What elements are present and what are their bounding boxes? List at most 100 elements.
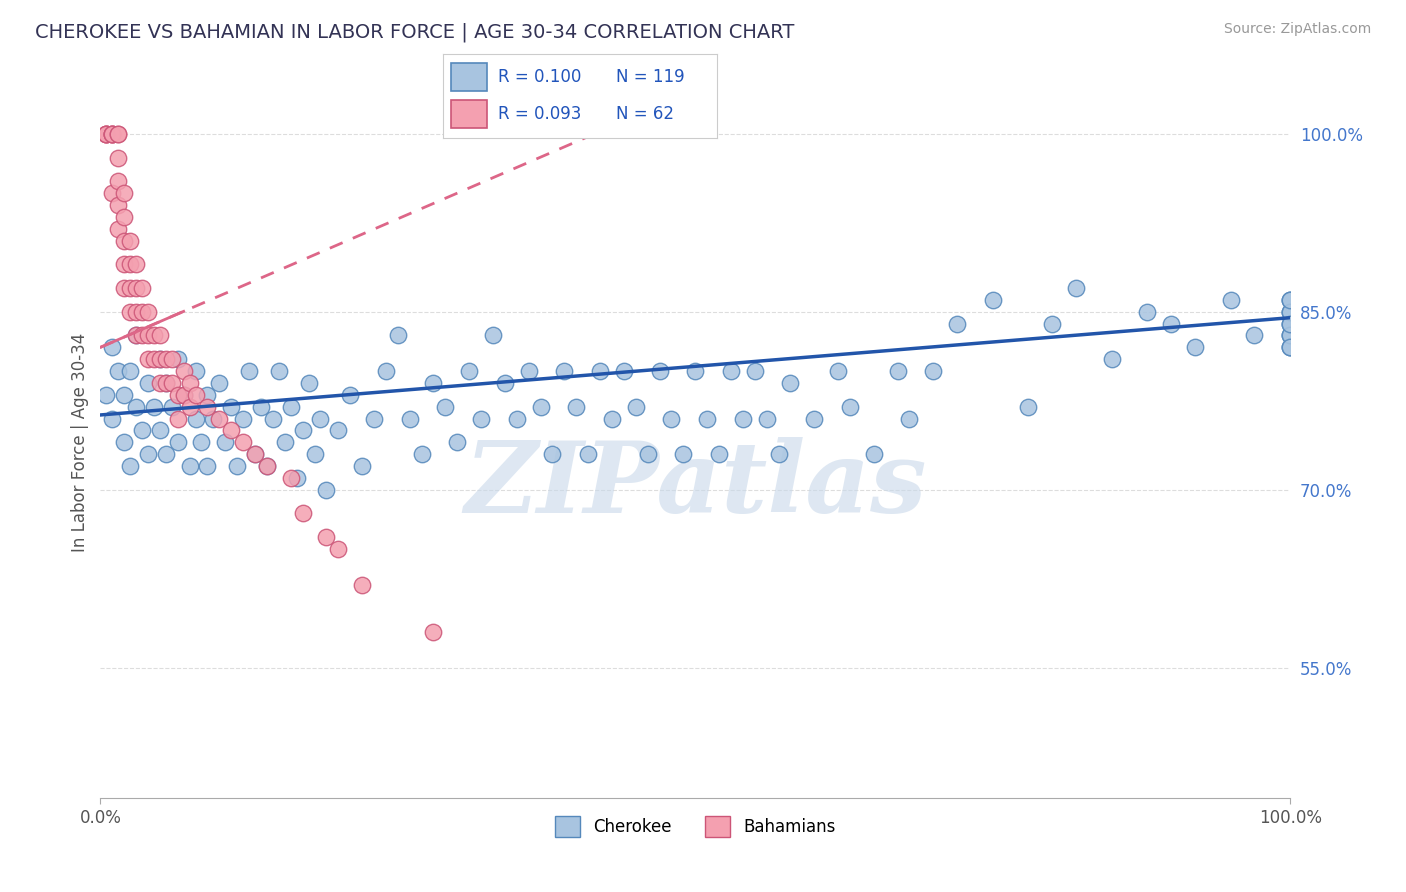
Point bbox=[179, 376, 201, 390]
Point bbox=[328, 423, 350, 437]
Point bbox=[219, 400, 242, 414]
Point bbox=[886, 364, 908, 378]
Point bbox=[149, 376, 172, 390]
Point bbox=[280, 400, 302, 414]
Point bbox=[232, 435, 254, 450]
Point bbox=[1219, 293, 1241, 307]
Point bbox=[1040, 317, 1063, 331]
Point bbox=[112, 435, 135, 450]
Point bbox=[120, 364, 142, 378]
Point bbox=[232, 411, 254, 425]
Point bbox=[291, 507, 314, 521]
Point bbox=[101, 127, 124, 141]
Point bbox=[101, 340, 124, 354]
Point bbox=[112, 210, 135, 224]
Point bbox=[315, 483, 337, 497]
Point bbox=[142, 352, 165, 367]
Point bbox=[803, 411, 825, 425]
Point bbox=[107, 198, 129, 212]
Text: N = 119: N = 119 bbox=[616, 68, 685, 86]
Point bbox=[96, 127, 118, 141]
Point bbox=[589, 364, 612, 378]
Point bbox=[482, 328, 505, 343]
Point bbox=[898, 411, 921, 425]
Point bbox=[179, 400, 201, 414]
Point bbox=[1279, 317, 1302, 331]
Point bbox=[197, 388, 219, 402]
Point bbox=[731, 411, 754, 425]
Point bbox=[136, 376, 159, 390]
Point bbox=[339, 388, 361, 402]
Point bbox=[262, 411, 284, 425]
Point bbox=[779, 376, 801, 390]
Point bbox=[120, 305, 142, 319]
Point bbox=[166, 352, 188, 367]
Point bbox=[1160, 317, 1182, 331]
Point bbox=[1017, 400, 1039, 414]
Point bbox=[136, 447, 159, 461]
Point bbox=[922, 364, 945, 378]
Point bbox=[1184, 340, 1206, 354]
Point bbox=[238, 364, 260, 378]
Point bbox=[672, 447, 695, 461]
Point bbox=[1064, 281, 1087, 295]
Point bbox=[107, 364, 129, 378]
Point bbox=[149, 352, 172, 367]
Point bbox=[1279, 293, 1302, 307]
Point bbox=[352, 458, 374, 473]
Point bbox=[173, 364, 195, 378]
Point bbox=[1279, 293, 1302, 307]
Point bbox=[576, 447, 599, 461]
Point bbox=[470, 411, 492, 425]
Point bbox=[112, 234, 135, 248]
Point bbox=[506, 411, 529, 425]
Point bbox=[208, 411, 231, 425]
Point bbox=[613, 364, 636, 378]
Point bbox=[226, 458, 249, 473]
Point bbox=[315, 530, 337, 544]
Point bbox=[720, 364, 742, 378]
Point bbox=[125, 328, 148, 343]
Point bbox=[112, 388, 135, 402]
Point bbox=[136, 328, 159, 343]
Point bbox=[374, 364, 396, 378]
Point bbox=[96, 127, 118, 141]
Point bbox=[946, 317, 969, 331]
Point bbox=[291, 423, 314, 437]
Point bbox=[494, 376, 516, 390]
Point bbox=[1279, 317, 1302, 331]
Point bbox=[434, 400, 457, 414]
Point bbox=[166, 411, 188, 425]
Point bbox=[179, 458, 201, 473]
Point bbox=[517, 364, 540, 378]
Point bbox=[149, 352, 172, 367]
Point bbox=[142, 328, 165, 343]
Point bbox=[101, 127, 124, 141]
Point bbox=[202, 411, 225, 425]
Point bbox=[184, 388, 207, 402]
Point bbox=[256, 458, 278, 473]
Point bbox=[160, 376, 183, 390]
Point bbox=[529, 400, 551, 414]
Point bbox=[422, 625, 444, 640]
Point bbox=[600, 411, 623, 425]
Point bbox=[131, 281, 153, 295]
Point bbox=[755, 411, 778, 425]
Point bbox=[1279, 328, 1302, 343]
Point bbox=[768, 447, 790, 461]
Point bbox=[398, 411, 420, 425]
Point bbox=[250, 400, 273, 414]
Point bbox=[173, 388, 195, 402]
Point bbox=[101, 127, 124, 141]
Point bbox=[363, 411, 385, 425]
Point bbox=[155, 376, 177, 390]
Point bbox=[96, 388, 118, 402]
Point bbox=[1279, 305, 1302, 319]
Point bbox=[101, 186, 124, 201]
Point bbox=[125, 400, 148, 414]
Point bbox=[839, 400, 862, 414]
Point bbox=[1279, 317, 1302, 331]
Point bbox=[160, 352, 183, 367]
Point bbox=[107, 127, 129, 141]
Point bbox=[256, 458, 278, 473]
